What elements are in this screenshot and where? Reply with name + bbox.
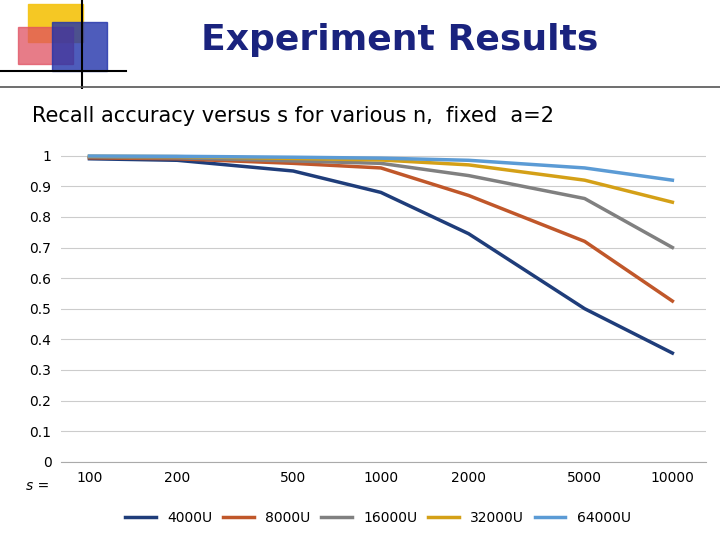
- 32000U: [289, 155, 297, 161]
- 64000U: [85, 153, 94, 159]
- 16000U: [377, 160, 385, 166]
- Bar: [18, 26, 73, 64]
- 8000U: [173, 156, 181, 162]
- 32000U: [668, 199, 677, 205]
- 64000U: [289, 154, 297, 160]
- 8000U: [464, 192, 473, 199]
- Bar: [52, 22, 107, 71]
- 8000U: [580, 238, 589, 245]
- 16000U: [580, 195, 589, 202]
- Line: 4000U: 4000U: [89, 159, 672, 353]
- Text: Experiment Results: Experiment Results: [202, 23, 599, 57]
- 8000U: [377, 165, 385, 171]
- 8000U: [85, 154, 94, 161]
- Line: 64000U: 64000U: [89, 156, 672, 180]
- 64000U: [464, 157, 473, 164]
- 64000U: [173, 153, 181, 159]
- 32000U: [377, 157, 385, 163]
- 32000U: [464, 161, 473, 168]
- Text: s =: s =: [26, 480, 53, 494]
- Line: 8000U: 8000U: [89, 158, 672, 301]
- 8000U: [289, 160, 297, 166]
- 16000U: [668, 244, 677, 251]
- 8000U: [668, 298, 677, 305]
- 4000U: [580, 306, 589, 312]
- 4000U: [464, 231, 473, 237]
- 4000U: [173, 157, 181, 164]
- 16000U: [173, 154, 181, 161]
- Text: Recall accuracy versus s for various n,  fixed  a=2: Recall accuracy versus s for various n, …: [32, 106, 554, 126]
- 32000U: [580, 177, 589, 184]
- 4000U: [85, 156, 94, 162]
- Line: 16000U: 16000U: [89, 157, 672, 247]
- 4000U: [668, 350, 677, 356]
- 16000U: [464, 172, 473, 179]
- 4000U: [289, 168, 297, 174]
- Legend: 4000U, 8000U, 16000U, 32000U, 64000U: 4000U, 8000U, 16000U, 32000U, 64000U: [120, 505, 636, 530]
- 16000U: [85, 154, 94, 160]
- Bar: [28, 4, 83, 42]
- 64000U: [377, 155, 385, 161]
- 16000U: [289, 158, 297, 164]
- 4000U: [377, 189, 385, 195]
- Line: 32000U: 32000U: [89, 156, 672, 202]
- 64000U: [668, 177, 677, 184]
- 32000U: [173, 153, 181, 160]
- 64000U: [580, 165, 589, 171]
- 32000U: [85, 153, 94, 159]
